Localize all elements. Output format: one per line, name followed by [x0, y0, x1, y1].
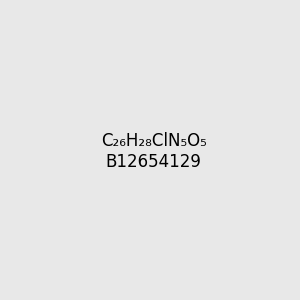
Text: C₂₆H₂₈ClN₅O₅
B12654129: C₂₆H₂₈ClN₅O₅ B12654129: [101, 132, 207, 171]
